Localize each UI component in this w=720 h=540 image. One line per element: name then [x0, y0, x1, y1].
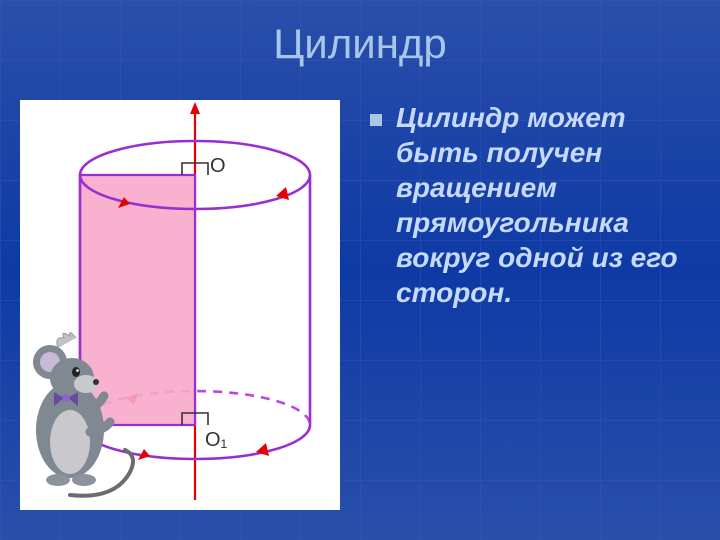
- bullet-marker-icon: [370, 114, 382, 126]
- text-column: Цилиндр может быть получен вращением пря…: [360, 90, 720, 540]
- mouse-nose: [93, 379, 99, 385]
- cylinder-figure: O O₁: [20, 100, 340, 510]
- mouse-belly: [50, 410, 90, 474]
- right-angle-bot-right: [195, 413, 208, 425]
- content-row: O O₁: [0, 90, 720, 540]
- mouse-eye-shine: [76, 369, 79, 372]
- label-O: O: [210, 155, 226, 177]
- mouse-foot-l: [46, 474, 70, 486]
- right-angle-top-right: [195, 163, 208, 175]
- generating-rectangle: [80, 175, 195, 425]
- mouse-eye: [72, 367, 80, 377]
- mouse-hair: [57, 332, 76, 348]
- bullet-item: Цилиндр может быть получен вращением пря…: [370, 100, 680, 310]
- axis-arrowhead: [190, 102, 200, 114]
- mouse-bow-knot: [62, 394, 70, 402]
- label-O1: O₁: [205, 429, 228, 451]
- figure-column: O O₁: [0, 90, 360, 540]
- bullet-text: Цилиндр может быть получен вращением пря…: [396, 100, 680, 310]
- page-title: Цилиндр: [0, 20, 720, 68]
- cylinder-svg: O O₁: [20, 100, 340, 510]
- right-angle-top-left: [182, 163, 195, 175]
- slide: Цилиндр: [0, 0, 720, 540]
- mouse-foot-r: [72, 474, 96, 486]
